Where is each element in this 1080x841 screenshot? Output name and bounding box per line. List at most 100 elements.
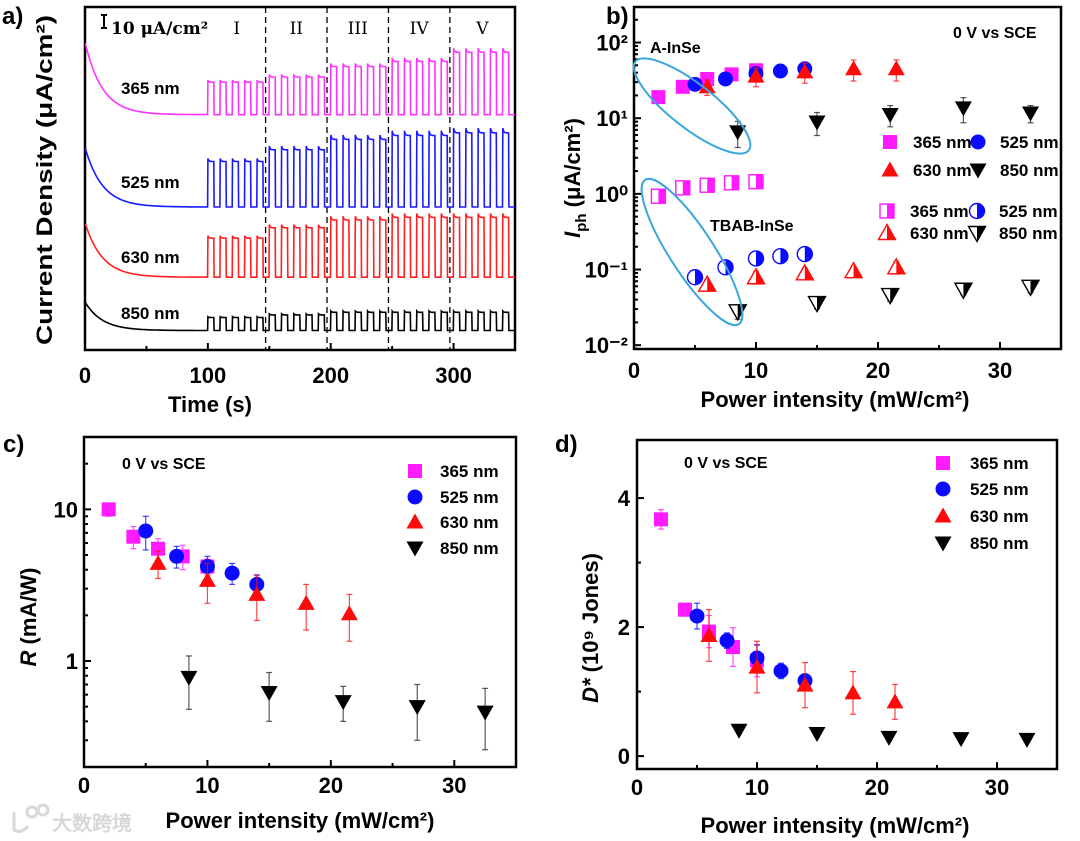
watermark: 大数跨境: [12, 803, 132, 835]
data-point: [808, 115, 826, 131]
x-tick-label: 30: [985, 775, 1009, 800]
data-point: [845, 60, 863, 76]
data-point: [748, 658, 766, 674]
legend-marker: [934, 536, 952, 552]
legend-marker: [406, 541, 424, 557]
legend-marker-half-fill: [887, 204, 894, 218]
legend-item: 850 nm: [969, 161, 1059, 180]
legend-label: 850 nm: [970, 534, 1029, 553]
data-point: [773, 663, 789, 679]
legend-label: 850 nm: [1000, 161, 1059, 180]
data-point: [126, 529, 141, 544]
data-point: [698, 78, 716, 94]
data-point: [334, 695, 352, 711]
data-point: [729, 125, 747, 141]
x-tick-label: 20: [319, 773, 343, 798]
y-axis-title: Current Density (μA/cm²): [32, 15, 57, 345]
y-tick-label: 1: [66, 649, 78, 674]
legend-label: 525 nm: [970, 480, 1029, 499]
x-axis-title: Power intensity (mW/cm²): [701, 813, 970, 838]
data-point-half-fill: [780, 248, 788, 264]
legend-item: 365 nm: [879, 202, 969, 221]
data-point: [180, 670, 198, 686]
trace-label: 850 nm: [121, 304, 180, 323]
legend-marker-half-fill: [977, 203, 985, 219]
trace-850nm: [84, 302, 515, 332]
legend-item: 525 nm: [970, 133, 1059, 152]
legend-item: 630 nm: [881, 161, 972, 180]
data-point: [772, 63, 788, 79]
data-point-half-fill: [963, 283, 972, 299]
data-point: [101, 502, 116, 517]
legend-marker-half-fill: [977, 226, 986, 242]
watermark-logo-icon: [12, 803, 50, 833]
data-point: [149, 554, 167, 570]
data-point: [151, 541, 166, 556]
data-point-half-fill: [707, 178, 715, 193]
plot-frame: [635, 438, 1059, 771]
data-point: [880, 730, 898, 746]
data-point: [408, 700, 426, 716]
data-point: [689, 608, 705, 624]
x-tick-label: 0: [628, 358, 640, 383]
data-point-half-fill: [853, 262, 863, 278]
data-point-half-fill: [695, 269, 703, 285]
data-point: [675, 79, 690, 94]
segment-label: V: [475, 19, 489, 39]
legend-label: 850 nm: [999, 224, 1058, 243]
y-axis-symbol: R: [16, 650, 41, 666]
data-point-half-fill: [804, 246, 813, 262]
y-tick-label: 10⁻²: [585, 333, 628, 358]
data-point: [138, 523, 154, 539]
tbab-inse-highlight-ellipse: [640, 177, 744, 327]
legend-marker: [935, 481, 951, 497]
data-point: [297, 594, 315, 610]
data-point: [687, 76, 703, 92]
data-point-half-fill: [817, 296, 826, 312]
y-tick-label: 0: [618, 744, 630, 769]
legend-label: 630 nm: [440, 513, 499, 532]
legend-marker: [969, 163, 987, 179]
series-850nm-A-InSe: [729, 97, 1039, 149]
segment-label: I: [233, 19, 240, 39]
y-axis-unit: (mA/W): [16, 568, 41, 651]
series-525nm-TBAB-InSe: [686, 245, 813, 286]
data-point: [808, 727, 826, 743]
legend-label: 525 nm: [1000, 133, 1059, 152]
panel-label: b): [606, 3, 629, 30]
data-point-half-fill: [658, 189, 666, 204]
legend-item: 850 nm: [406, 539, 499, 558]
data-point: [678, 602, 692, 617]
legend-item: 630 nm: [406, 513, 499, 532]
data-point: [952, 732, 970, 748]
legend-marker: [881, 161, 899, 177]
y-axis-unit: (10⁹ Jones): [578, 553, 603, 678]
chart-panel-d: d) 0 10 20 30 Power intensity (mW/cm²) 0 2 4 D* (…: [555, 431, 1059, 838]
plot-frame: [82, 435, 518, 769]
data-point: [340, 605, 358, 621]
legend-label: 365 nm: [913, 133, 972, 152]
chart-panel-c: c) 0 10 20 30 Power intensity (mW/cm²) 1 10 R (m…: [3, 431, 518, 833]
data-point-half-fill: [756, 250, 764, 266]
chart-panel-b: b) 0 10 20 30 Power intensity (mW/cm²) 10⁻² 10⁻…: [560, 3, 1063, 412]
annotation-bias: 0 V vs SCE: [684, 455, 768, 472]
x-axis-title: Time (s): [168, 392, 252, 417]
plot-frame: [83, 5, 517, 352]
x-tick-label: 10: [745, 775, 769, 800]
data-point: [1018, 732, 1036, 748]
scale-bar-label: 10 μA/cm²: [111, 19, 208, 39]
data-point: [747, 67, 765, 83]
trace-label: 630 nm: [121, 248, 180, 267]
x-tick-label: 0: [78, 773, 90, 798]
y-tick-label: 10⁰: [595, 182, 628, 207]
series-630nm-A-InSe: [698, 59, 905, 97]
legend-item: 850 nm: [934, 534, 1029, 553]
data-point-half-fill: [756, 268, 765, 284]
annotation-bias: 0 V vs SCE: [953, 25, 1037, 42]
watermark-text: 大数跨境: [52, 811, 132, 835]
series-630nm: [700, 609, 904, 720]
data-point: [719, 633, 735, 649]
x-axis-title: Power intensity (mW/cm²): [166, 808, 435, 833]
legend-item: 525 nm: [968, 202, 1058, 221]
legend-item: 365 nm: [883, 133, 972, 152]
